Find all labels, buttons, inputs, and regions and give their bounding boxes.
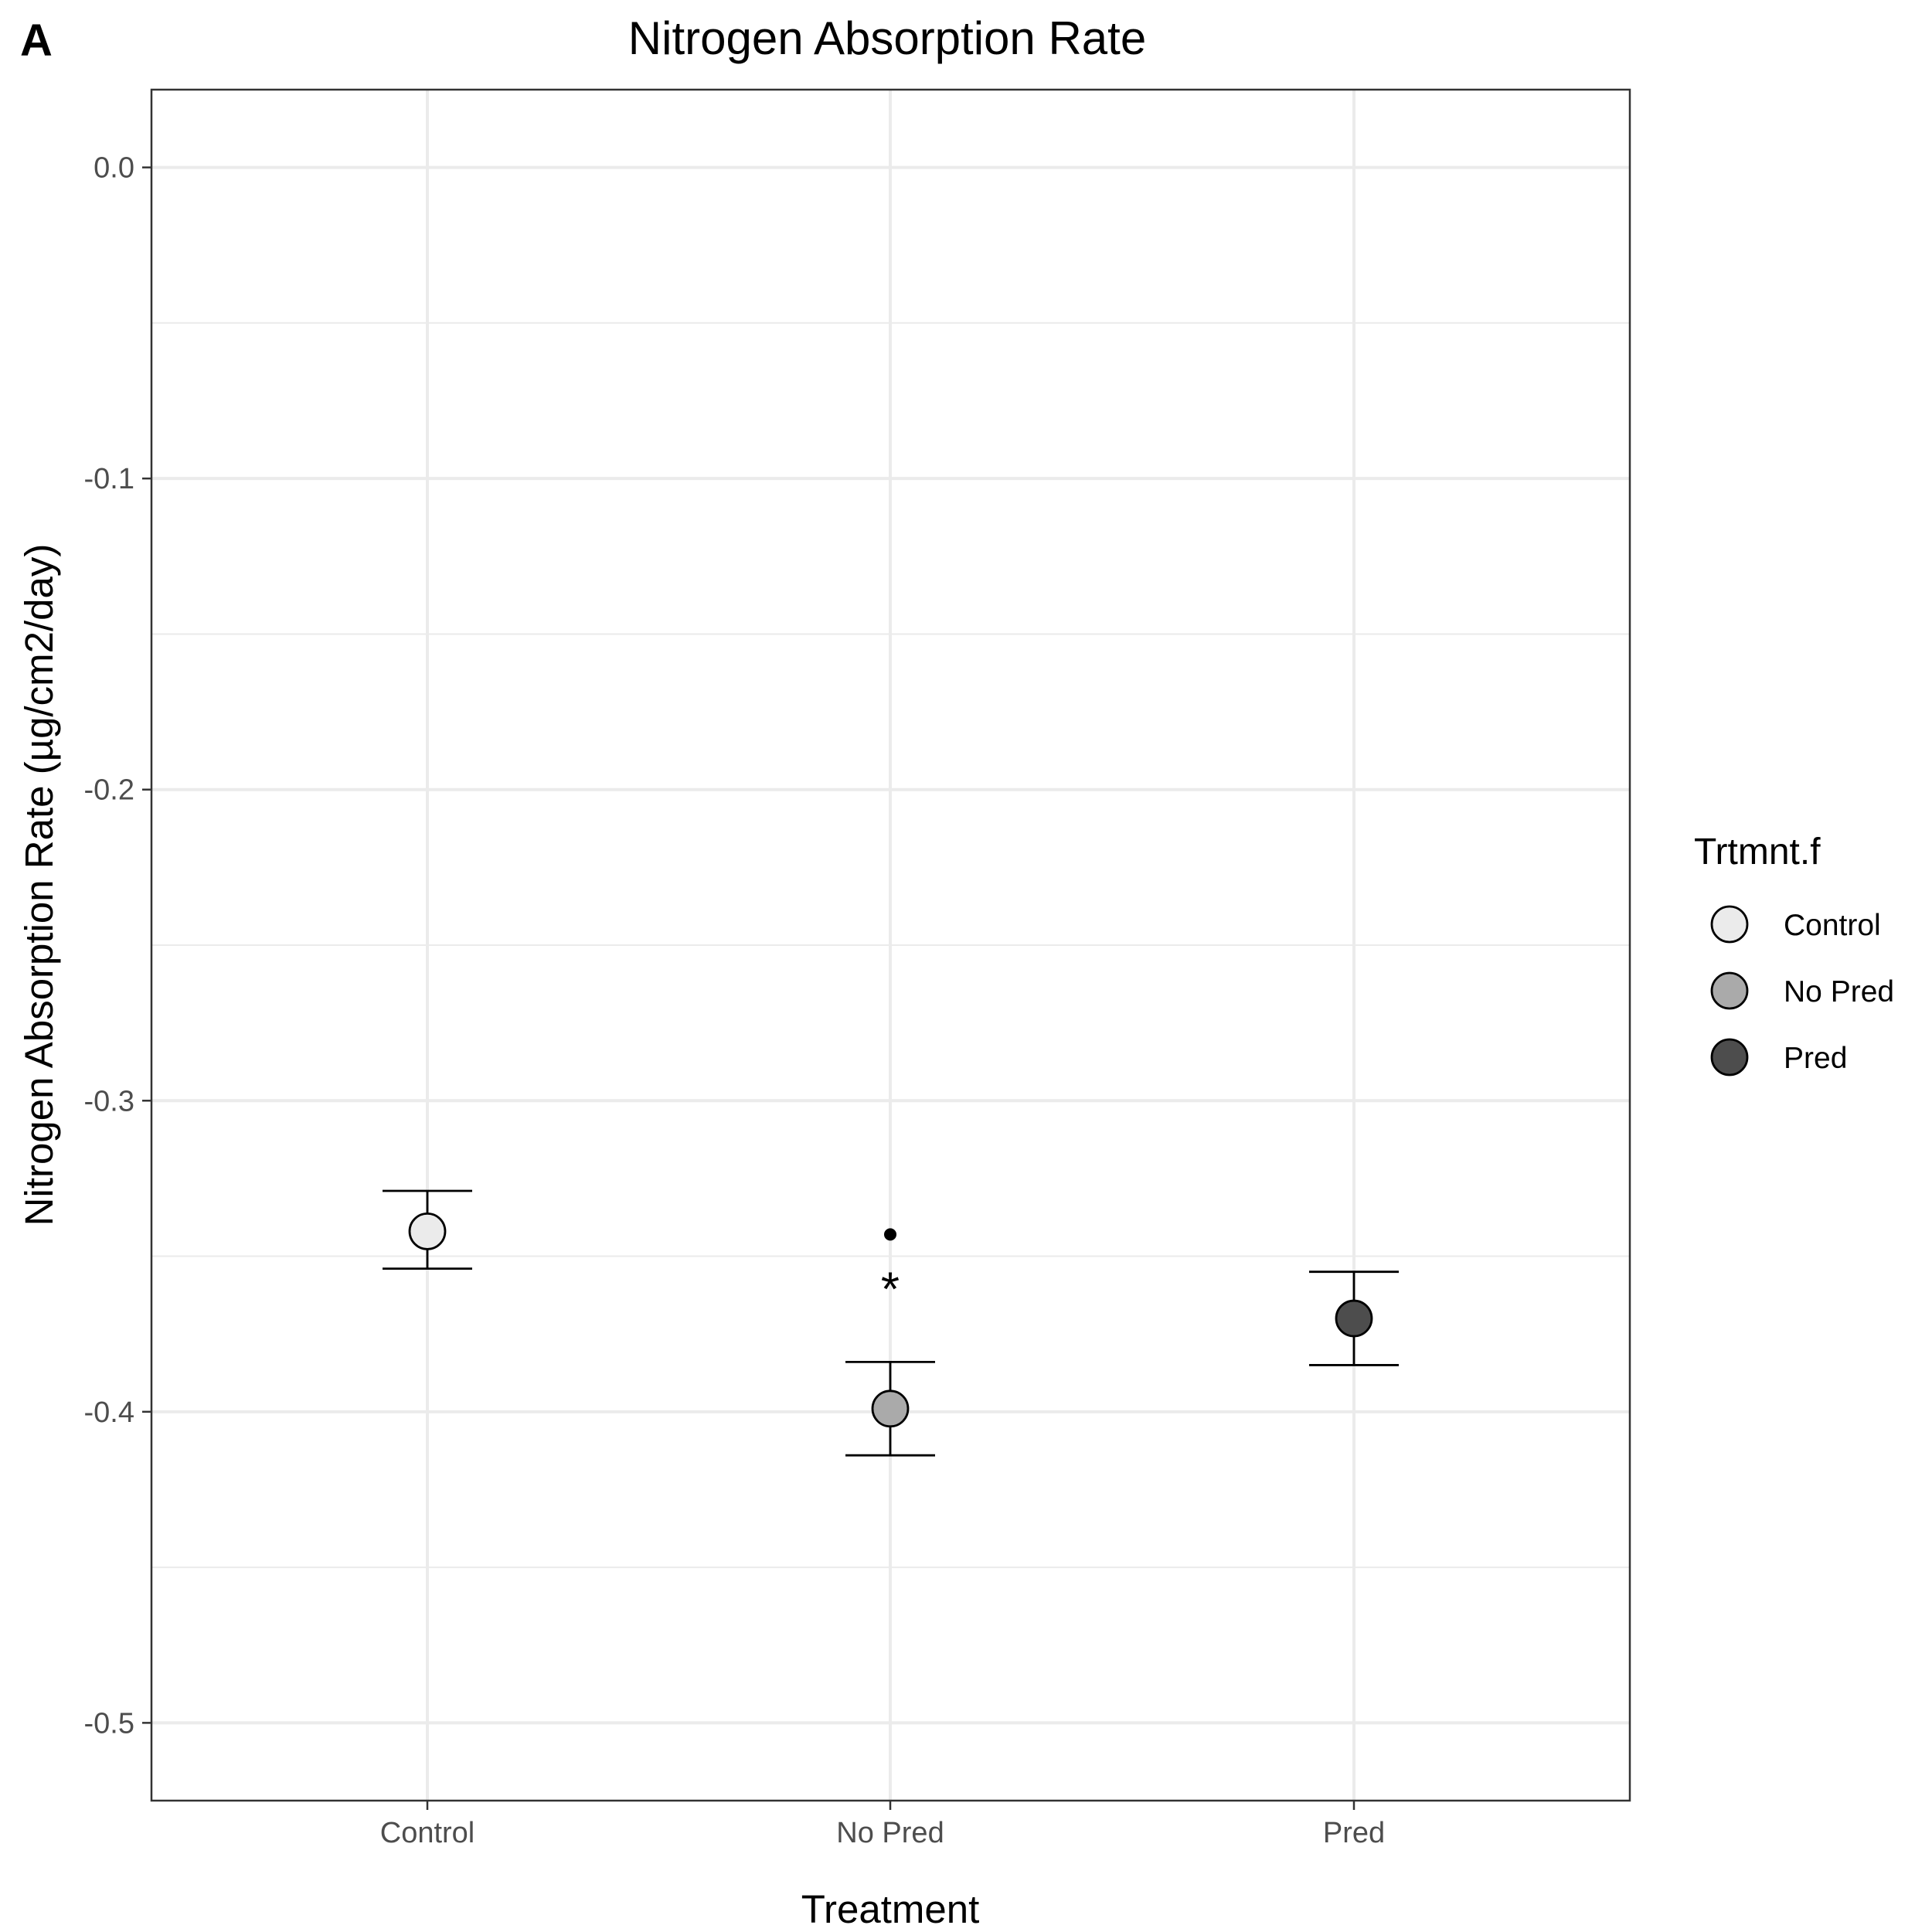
legend-key <box>1710 971 1749 1010</box>
x-tick-label: Pred <box>1323 1817 1385 1849</box>
panel-label: A <box>20 15 53 66</box>
x-tick-label: No Pred <box>836 1817 944 1849</box>
legend: Trtmnt.f Control No Pred Pred <box>1694 832 1894 1077</box>
y-tick-label: 0.0 <box>94 152 134 185</box>
x-axis-title: Treatment <box>801 1887 980 1931</box>
mean-point <box>1335 1299 1373 1338</box>
x-tick-label: Control <box>380 1817 475 1849</box>
mean-point <box>871 1389 910 1428</box>
outlier-dot <box>884 1228 896 1241</box>
y-tick-label: -0.1 <box>84 463 134 495</box>
chart-title: Nitrogen Absorption Rate <box>628 12 1146 64</box>
legend-key <box>1710 1038 1749 1077</box>
mean-point <box>408 1212 447 1250</box>
y-axis-title: Nitrogen Absorption Rate (µg/cm2/day) <box>17 544 61 1226</box>
y-tick-label: -0.5 <box>84 1707 134 1740</box>
legend-label: Pred <box>1784 1042 1847 1075</box>
y-tick-label: -0.3 <box>84 1085 134 1117</box>
legend-label: No Pred <box>1784 975 1894 1009</box>
legend-title: Trtmnt.f <box>1694 832 1821 872</box>
legend-key <box>1710 905 1749 944</box>
y-axis: 0.0 -0.1 -0.2 -0.3 -0.4 -0.5 <box>84 152 151 1740</box>
x-axis: Control No Pred Pred <box>380 1801 1385 1849</box>
data-marks: * <box>383 1189 1399 1457</box>
plot-grid <box>151 90 1630 1801</box>
significance-asterisk: * <box>881 1264 900 1317</box>
legend-label: Control <box>1784 909 1881 942</box>
y-tick-label: -0.2 <box>84 774 134 807</box>
y-tick-label: -0.4 <box>84 1396 134 1429</box>
